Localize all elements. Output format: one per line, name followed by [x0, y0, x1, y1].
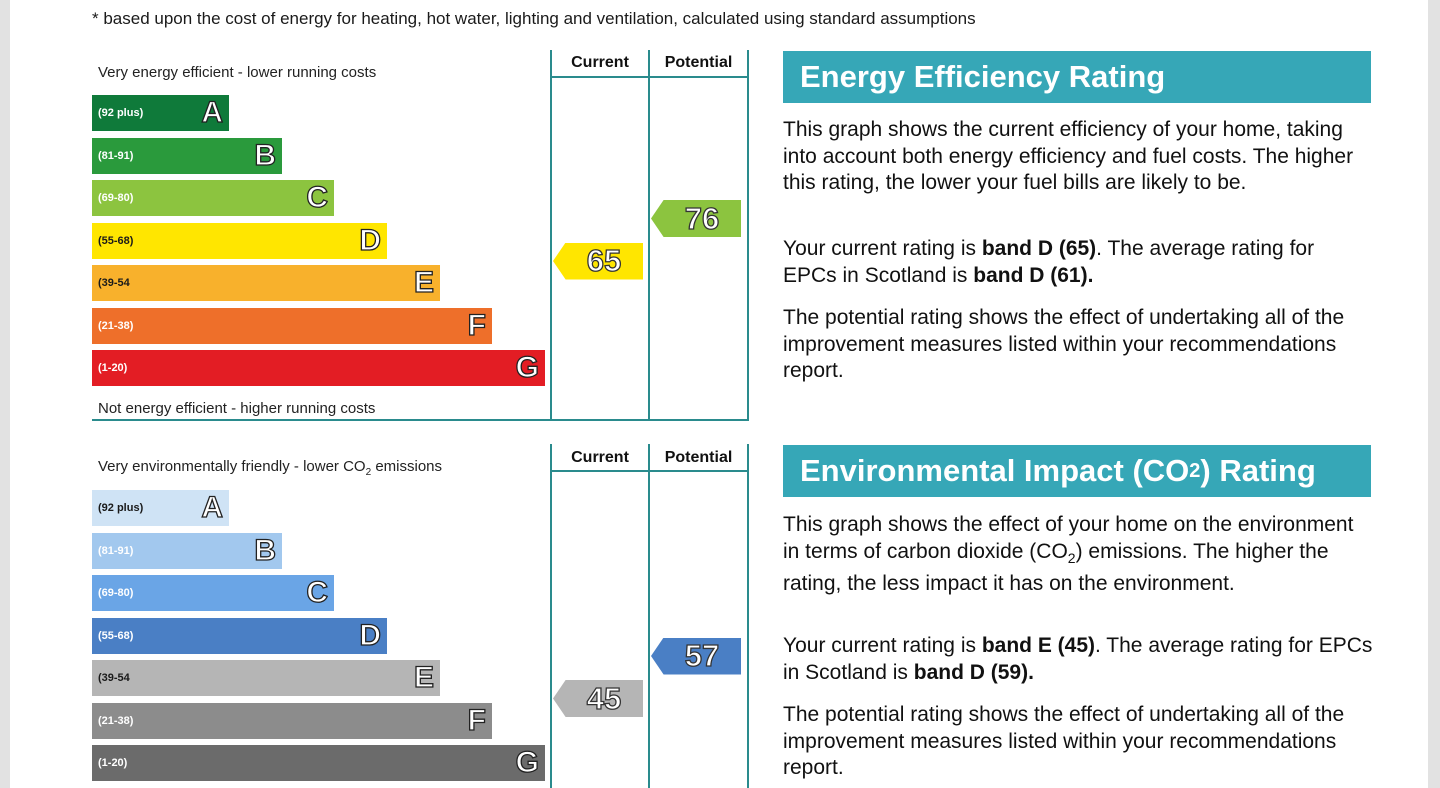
- epc-document: * based upon the cost of energy for heat…: [10, 0, 1428, 788]
- band-range-label: (92 plus): [98, 107, 144, 119]
- environment-col-current: Current: [571, 449, 629, 466]
- energy-bottom-label: Not energy efficient - higher running co…: [98, 400, 376, 417]
- band-range-label: (69-80): [98, 587, 134, 599]
- energy-band-g: (1-20) G: [92, 350, 545, 386]
- environment-paragraph-2: Your current rating is band E (45). The …: [783, 634, 1373, 684]
- energy-band-a: (92 plus) A: [92, 95, 229, 131]
- environment-band-d: (55-68) D: [92, 617, 387, 654]
- band-range-label: (39-54: [98, 277, 130, 289]
- band-letter: F: [467, 308, 487, 342]
- band-letter: E: [413, 661, 434, 694]
- environment-band-b: (81-91) B: [92, 532, 282, 569]
- environment-paragraph-3: The potential rating shows the effect of…: [783, 703, 1345, 779]
- energy-band-b: (81-91) B: [92, 137, 282, 174]
- band-range-label: (1-20): [98, 362, 128, 374]
- energy-heading: Energy Efficiency Rating: [783, 51, 1371, 103]
- band-range-label: (21-38): [98, 714, 134, 727]
- environment-band-e: (39-54 E: [92, 660, 440, 696]
- environment-current-value: 45: [586, 680, 622, 716]
- environment-potential-pointer: 57: [651, 637, 741, 675]
- band-letter: G: [515, 351, 540, 384]
- band-letter: C: [306, 576, 329, 609]
- environment-col-divider-mid: [648, 444, 650, 788]
- band-letter: A: [201, 96, 224, 129]
- band-range-label: (92 plus): [98, 502, 144, 514]
- energy-current-value: 65: [586, 243, 622, 279]
- environment-band-a: (92 plus) A: [92, 490, 229, 526]
- band-range-label: (39-54: [98, 672, 130, 684]
- band-range-label: (55-68): [98, 234, 134, 247]
- band-letter: D: [359, 223, 382, 257]
- energy-band-e: (39-54 E: [92, 265, 440, 301]
- band-range-label: (1-20): [98, 757, 128, 769]
- band-range-label: (55-68): [98, 629, 134, 642]
- band-letter: B: [254, 533, 277, 567]
- environment-band-f: (21-38) F: [92, 702, 492, 739]
- band-range-label: (81-91): [98, 544, 134, 557]
- band-range-label: (21-38): [98, 319, 134, 332]
- energy-col-potential: Potential: [664, 54, 733, 71]
- band-letter: C: [306, 181, 329, 214]
- energy-paragraph-3: The potential rating shows the effect of…: [783, 306, 1345, 382]
- energy-col-divider-left: [550, 50, 552, 421]
- environment-paragraph-1: This graph shows the effect of your home…: [783, 513, 1354, 596]
- energy-bottom-rule: [92, 419, 749, 421]
- environment-heading: Environmental Impact (CO 2) Rating: [783, 445, 1371, 497]
- energy-band-f: (21-38) F: [92, 307, 492, 344]
- environment-top-label: Very environmentally friendly - lower CO…: [98, 458, 443, 478]
- band-letter: F: [467, 703, 487, 737]
- energy-potential-value: 76: [684, 200, 720, 236]
- band-letter: B: [254, 138, 277, 172]
- band-letter: A: [201, 491, 224, 524]
- environment-band-c: (69-80) C: [92, 575, 334, 611]
- energy-paragraph-2: Your current rating is band D (65). The …: [783, 237, 1315, 287]
- energy-top-label: Very energy efficient - lower running co…: [98, 64, 377, 81]
- energy-band-d: (55-68) D: [92, 222, 387, 259]
- energy-col-current: Current: [571, 54, 629, 71]
- environment-header-rule: [550, 470, 749, 472]
- energy-current-pointer: 65: [553, 242, 643, 280]
- energy-header-rule: [550, 76, 749, 78]
- energy-paragraph-1: This graph shows the current efficiency …: [783, 118, 1354, 194]
- energy-col-divider-right: [747, 50, 749, 421]
- environment-current-pointer: 45: [553, 680, 643, 717]
- environment-col-divider-left: [550, 444, 552, 788]
- band-letter: E: [413, 266, 434, 299]
- environment-col-divider-right: [747, 444, 749, 788]
- environment-col-potential: Potential: [664, 449, 733, 466]
- footnote: * based upon the cost of energy for heat…: [92, 9, 976, 28]
- energy-band-c: (69-80) C: [92, 180, 334, 216]
- energy-potential-pointer: 76: [651, 200, 741, 237]
- band-letter: D: [359, 618, 382, 652]
- band-letter: G: [515, 746, 540, 779]
- band-range-label: (69-80): [98, 192, 134, 204]
- environment-band-g: (1-20) G: [92, 745, 545, 781]
- energy-col-divider-mid: [648, 50, 650, 421]
- environment-potential-value: 57: [684, 638, 720, 674]
- band-range-label: (81-91): [98, 149, 134, 162]
